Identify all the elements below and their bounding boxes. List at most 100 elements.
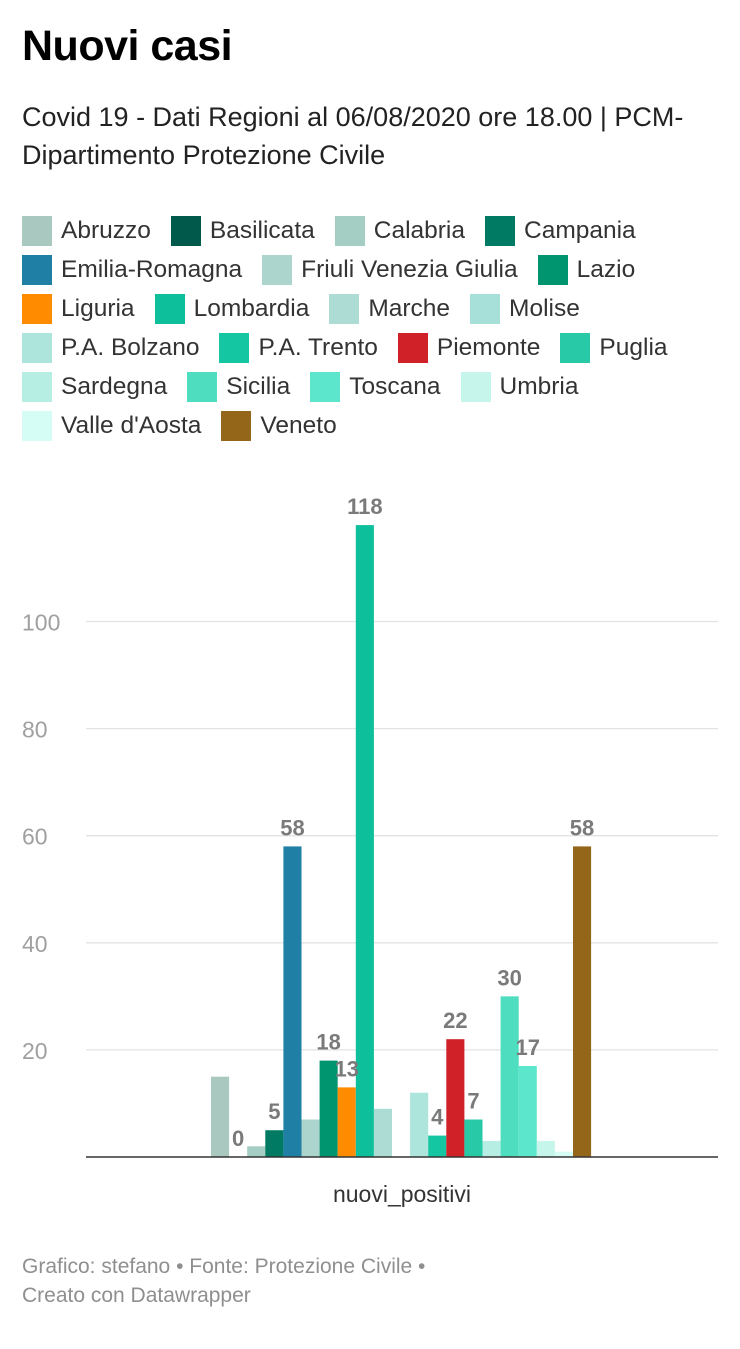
legend-label: Molise [509,295,580,322]
legend-swatch [22,333,52,363]
legend-item-marche: Marche [329,293,450,325]
bar-abruzzo [211,1076,230,1157]
bar-sicilia [500,996,519,1157]
chart-subtitle: Covid 19 - Dati Regioni al 06/08/2020 or… [22,102,684,170]
legend-item-basilicata: Basilicata [170,215,315,247]
legend-item-puglia: Puglia [560,332,668,364]
chart-title: Nuovi casi [22,22,233,70]
bar-valle-d-aosta [554,1151,573,1157]
legend-swatch [470,294,501,324]
legend-item-piemonte: Piemonte [397,332,541,364]
data-label-sicilia: 30 [497,965,521,990]
bar-emilia-romagna [283,846,302,1157]
legend-label: Emilia-Romagna [61,256,243,283]
legend-swatch [170,216,201,246]
bar-marche [373,1108,392,1157]
bar-lombardia [355,525,374,1157]
bar-p-a-trento [428,1135,447,1157]
bar-puglia [464,1119,483,1157]
legend-swatch [22,294,52,324]
legend-label: Friuli Venezia Giulia [301,256,518,283]
legend-swatch [187,372,218,402]
legend-swatch [22,255,52,285]
data-label-puglia: 7 [467,1089,479,1114]
legend-swatch [334,216,365,246]
legend-item-toscana: Toscana [310,371,441,403]
legend-item-veneto: Veneto [221,410,337,442]
legend-label: Sicilia [226,373,291,400]
bar-friuli-venezia-giulia [301,1119,320,1157]
legend-label: Marche [368,295,451,322]
bar-lazio [319,1060,338,1157]
legend: Abruzzo Basilicata Calabria Campania Emilia-… [22,215,722,442]
legend-swatch [22,411,52,441]
bar-campania [265,1130,284,1157]
legend-item-lombardia: Lombardia [154,293,310,325]
data-label-piemonte: 22 [443,1008,467,1033]
legend-swatch [537,255,568,285]
data-label-campania: 5 [268,1099,280,1124]
y-tick-label: 80 [22,717,48,743]
legend-item-sicilia: Sicilia [187,371,290,403]
legend-label: Campania [524,217,636,244]
y-tick-label: 100 [22,610,60,636]
legend-label: Piemonte [436,334,541,361]
data-label-p-a-trento: 4 [431,1105,444,1130]
footer: Grafico: stefano • Fonte: Protezione Civ… [22,1252,425,1310]
legend-item-campania: Campania [485,215,636,247]
data-label-basilicata: 0 [232,1126,244,1151]
legend-item-emilia-romagna: Emilia-Romagna [22,254,242,286]
legend-swatch [485,216,515,246]
legend-swatch [397,333,428,363]
legend-item-p-a-bolzano: P.A. Bolzano [22,332,199,364]
bar-calabria [247,1146,266,1157]
legend-label: Lombardia [193,295,310,322]
legend-swatch [460,372,491,402]
bar-piemonte [446,1039,465,1157]
data-label-veneto: 58 [570,815,594,840]
legend-swatch [262,255,293,285]
bar-veneto [573,846,592,1157]
legend-swatch [22,216,52,246]
legend-label: Basilicata [209,217,315,244]
y-tick-label: 40 [22,931,48,957]
footer-tool: Creato con Datawrapper [22,1284,251,1307]
data-label-lazio: 18 [316,1030,340,1055]
legend-item-friuli-venezia-giulia: Friuli Venezia Giulia [262,254,518,286]
legend-item-valle-d-aosta: Valle d'Aosta [22,410,201,442]
legend-label: Sardegna [61,373,168,400]
legend-label: Puglia [599,334,668,361]
legend-item-abruzzo: Abruzzo [22,215,151,247]
legend-item-calabria: Calabria [334,215,465,247]
legend-swatch [329,294,360,324]
bar-toscana [518,1065,537,1157]
x-category-label: nuovi_positivi [333,1181,471,1207]
y-tick-label: 60 [22,824,48,850]
data-label-lombardia: 118 [347,494,383,519]
legend-label: Lazio [576,256,636,283]
legend-item-sardegna: Sardegna [22,371,167,403]
legend-swatch [219,333,250,363]
legend-label: Veneto [260,412,337,439]
bar-sardegna [482,1140,501,1157]
legend-label: P.A. Bolzano [61,334,200,361]
data-label-liguria: 13 [335,1056,359,1081]
bar-umbria [536,1140,555,1157]
legend-item-liguria: Liguria [22,293,135,325]
legend-swatch [221,411,252,441]
legend-item-umbria: Umbria [460,371,579,403]
legend-swatch [22,372,52,402]
legend-label: P.A. Trento [258,334,378,361]
legend-label: Abruzzo [61,217,151,244]
bar-liguria [337,1087,356,1157]
legend-label: Liguria [61,295,135,322]
legend-item-p-a-trento: P.A. Trento [219,332,378,364]
legend-label: Toscana [349,373,441,400]
legend-label: Umbria [499,373,579,400]
legend-label: Calabria [373,217,465,244]
legend-item-lazio: Lazio [537,254,636,286]
footer-credit: Grafico: stefano • Fonte: Protezione Civ… [22,1255,426,1278]
data-label-emilia-romagna: 58 [280,815,304,840]
y-tick-label: 20 [22,1038,48,1064]
